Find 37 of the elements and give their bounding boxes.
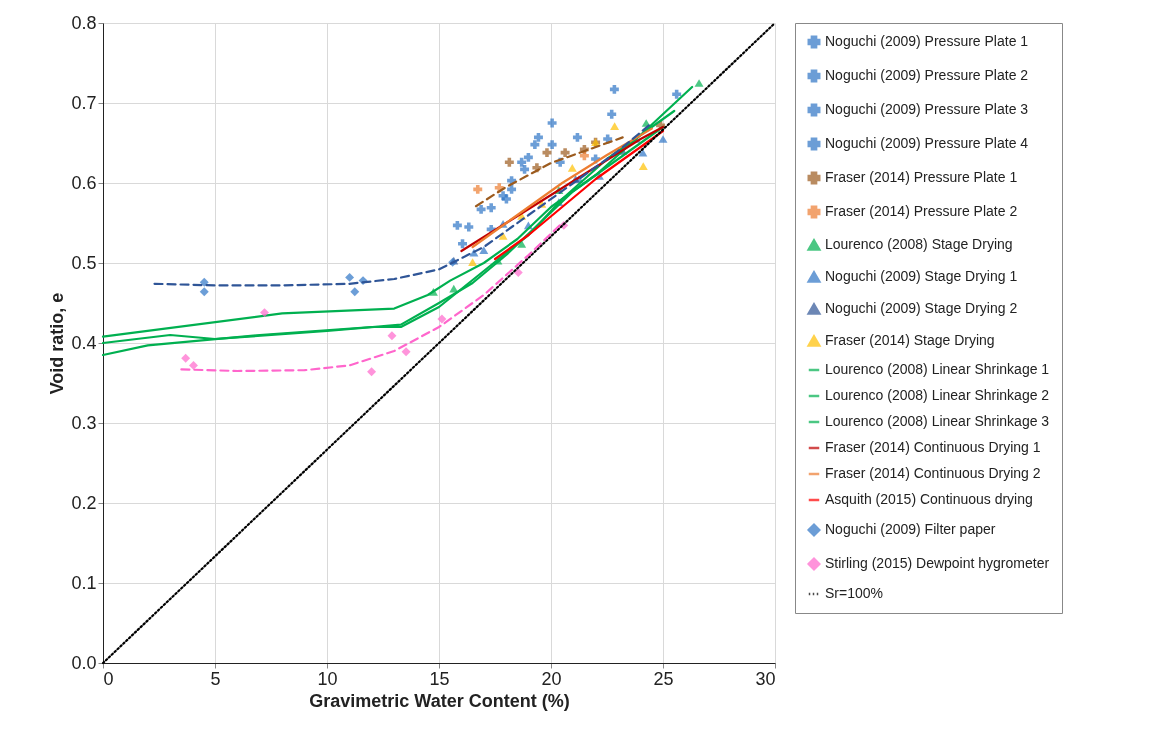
y-tick-label: 0.5 — [71, 252, 97, 273]
legend-label: Fraser (2014) Continuous Drying 2 — [825, 465, 1041, 481]
y-axis-title: Void ratio, e — [47, 292, 68, 395]
y-tick-label: 0.8 — [71, 12, 97, 33]
legend-label: Noguchi (2009) Filter paper — [825, 521, 996, 537]
y-tick-label: 0.7 — [71, 92, 97, 113]
legend-label: Lourenco (2008) Linear Shrinkage 1 — [825, 361, 1050, 377]
y-tick-label: 0.1 — [71, 572, 97, 593]
legend-label: Fraser (2014) Stage Drying — [825, 332, 995, 348]
legend-label: Sr=100% — [825, 585, 883, 601]
x-tick-label: 30 — [755, 668, 776, 689]
legend-label: Lourenco (2008) Stage Drying — [825, 236, 1013, 252]
y-tick-label: 0.6 — [71, 172, 97, 193]
legend-label: Noguchi (2009) Pressure Plate 3 — [825, 101, 1029, 117]
y-tick-label: 0.3 — [71, 412, 97, 433]
legend-label: Noguchi (2009) Pressure Plate 2 — [825, 67, 1029, 83]
x-tick-label: 5 — [210, 668, 221, 689]
x-tick-label: 10 — [317, 668, 338, 689]
y-tick-label: 0.0 — [71, 652, 97, 673]
legend-label: Noguchi (2009) Pressure Plate 4 — [825, 135, 1029, 151]
x-tick-label: 0 — [103, 668, 114, 689]
legend-label: Asquith (2015) Continuous drying — [825, 491, 1033, 507]
legend-label: Stirling (2015) Dewpoint hygrometer — [825, 555, 1050, 571]
legend-label: Fraser (2014) Continuous Drying 1 — [825, 439, 1041, 455]
x-tick-label: 20 — [541, 668, 562, 689]
legend-label: Noguchi (2009) Pressure Plate 1 — [825, 33, 1029, 49]
legend-label: Noguchi (2009) Stage Drying 2 — [825, 300, 1018, 316]
x-axis-title: Gravimetric Water Content (%) — [309, 690, 570, 711]
x-tick-label: 15 — [429, 668, 450, 689]
legend-label: Fraser (2014) Pressure Plate 2 — [825, 203, 1018, 219]
x-tick-label: 25 — [653, 668, 674, 689]
legend-label: Lourenco (2008) Linear Shrinkage 2 — [825, 387, 1050, 403]
legend-label: Lourenco (2008) Linear Shrinkage 3 — [825, 413, 1050, 429]
legend-label: Noguchi (2009) Stage Drying 1 — [825, 268, 1018, 284]
legend-label: Fraser (2014) Pressure Plate 1 — [825, 169, 1018, 185]
y-tick-label: 0.4 — [71, 332, 97, 353]
y-tick-label: 0.2 — [71, 492, 97, 513]
